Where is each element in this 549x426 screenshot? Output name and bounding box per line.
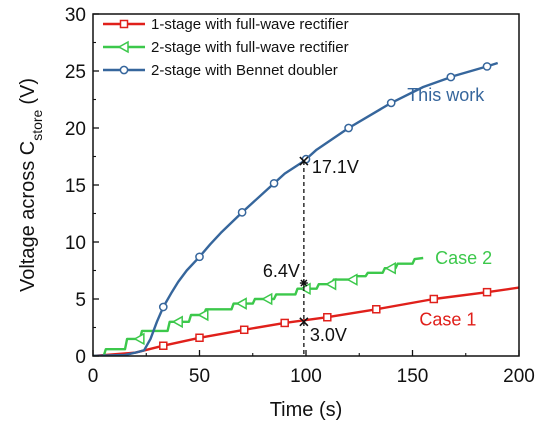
y-tick-label: 0: [75, 347, 86, 368]
legend-marker-3: [119, 65, 129, 75]
series-3-marker: [269, 178, 279, 188]
y-axis-title: Voltage across Cstore (V): [17, 78, 45, 292]
series-3-marker: [195, 252, 204, 262]
series-1-marker: [280, 318, 289, 328]
x-tick-label: 0: [88, 366, 99, 387]
y-tick-label: 10: [65, 233, 86, 254]
series-2-marker: [197, 308, 209, 322]
y-tick-label: 30: [65, 5, 86, 26]
series-label-3: This work: [407, 85, 485, 105]
x-axis-title: Time (s): [270, 399, 343, 421]
series-1-marker: [482, 287, 492, 297]
series-1-marker: [195, 333, 204, 343]
legend-label-1: 1-stage with full-wave rectifier: [151, 16, 349, 33]
y-tick-label: 5: [75, 290, 86, 311]
annotation-point-3: [299, 317, 309, 327]
annotation-point-1: [299, 156, 309, 166]
series-3-marker: [386, 98, 396, 108]
series-2-marker: [171, 315, 183, 329]
legend: 1-stage with full-wave rectifier 2-stage …: [103, 16, 349, 79]
x-tick-label: 50: [189, 366, 210, 387]
series-1-marker: [239, 325, 249, 335]
series-3-marker: [344, 123, 353, 133]
legend-label-3: 2-stage with Bennet doubler: [151, 62, 338, 79]
annotation-label-2: 6.4V: [263, 261, 300, 281]
series-label-1: Case 1: [419, 310, 476, 330]
y-axis-title-unit: (V): [17, 78, 39, 105]
series-line-2: [93, 256, 424, 356]
series-3-marker: [446, 72, 456, 82]
series-2-marker: [133, 332, 145, 346]
y-axis-title-main: Voltage across C: [17, 141, 39, 292]
series-2-marker: [384, 261, 396, 275]
x-tick-label: 150: [397, 366, 429, 387]
series-1-marker: [372, 305, 381, 314]
y-tick-label: 15: [65, 176, 86, 197]
x-tick-label: 200: [503, 366, 535, 387]
series-2-marker: [261, 292, 273, 306]
annotation-point-2: [299, 279, 308, 288]
series-1-marker: [429, 294, 439, 304]
series-1-marker: [323, 312, 332, 322]
y-tick-label: 25: [65, 62, 86, 83]
series-2-marker: [235, 297, 247, 310]
legend-marker-1: [119, 19, 129, 29]
series-line-3: [93, 61, 499, 356]
legend-label-2: 2-stage with full-wave rectifier: [151, 39, 349, 56]
annotation-label-3: 3.0V: [310, 325, 347, 345]
x-tick-label: 100: [290, 366, 322, 387]
y-axis-title-subscript: store: [29, 109, 45, 140]
series-2-marker: [346, 273, 358, 286]
legend-marker-2: [117, 40, 129, 54]
series-2-marker: [325, 277, 337, 291]
annotation-label-1: 17.1V: [312, 157, 359, 177]
series-2-marker: [299, 282, 311, 296]
series-3-marker: [237, 208, 247, 217]
series-1-marker: [159, 341, 168, 350]
series-3-marker: [158, 302, 168, 312]
series-3-marker: [482, 62, 492, 71]
y-tick-label: 20: [65, 119, 86, 140]
series-label-2: Case 2: [435, 248, 492, 268]
